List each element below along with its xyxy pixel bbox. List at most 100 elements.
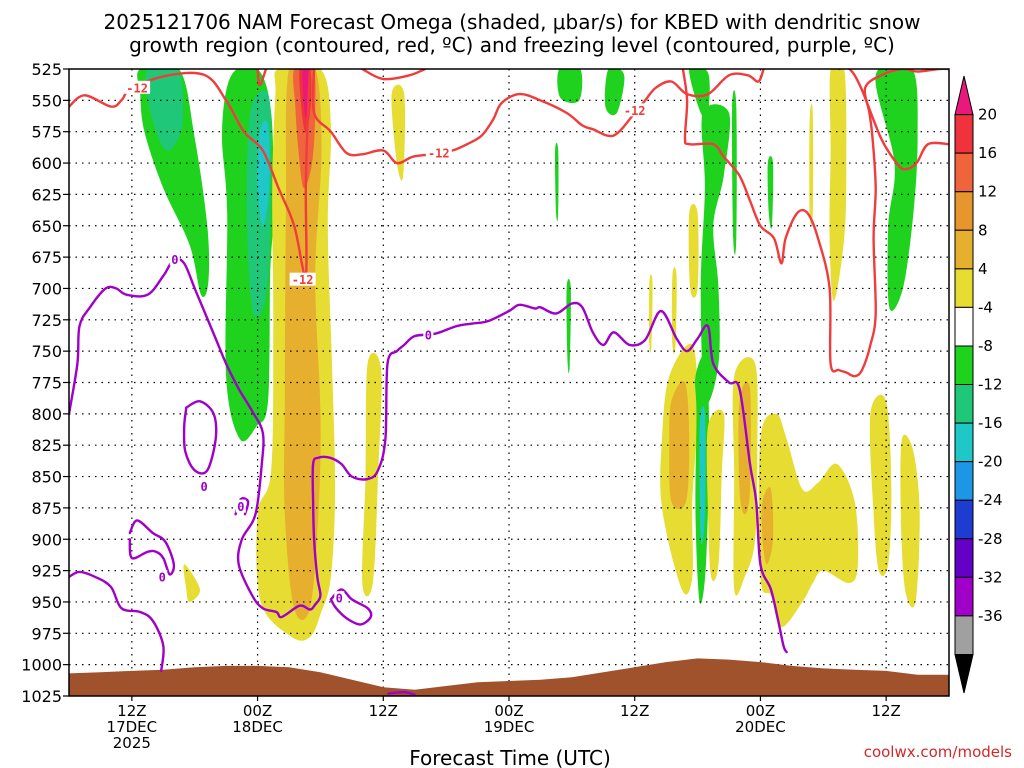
omega-region — [555, 142, 559, 222]
contour-label: -12 — [624, 104, 646, 118]
colorbar-bin — [954, 306, 974, 347]
omega-region — [900, 434, 920, 608]
omega-region — [875, 69, 918, 311]
y-tick-label: 1025 — [21, 687, 62, 706]
colorbar-label: -28 — [978, 530, 1003, 548]
colorbar-label: 20 — [978, 106, 997, 124]
contour-label: 0 — [159, 570, 166, 584]
dgz-contour — [69, 69, 312, 278]
x-tick-label: 18DEC — [232, 718, 283, 736]
omega-region — [761, 487, 774, 565]
omega-region — [689, 69, 710, 119]
dgz-contour — [837, 69, 949, 171]
colorbar-bin — [954, 653, 974, 694]
x-tick-label: 00Z — [494, 702, 523, 720]
contour-label-bg — [423, 327, 434, 341]
omega-region — [669, 380, 690, 510]
y-tick-label: 975 — [31, 624, 62, 643]
x-axis-label: Forecast Time (UTC) — [409, 746, 611, 768]
contour-label: 0 — [237, 500, 244, 514]
freezing-level-contour — [329, 588, 373, 626]
y-tick-label: 675 — [31, 248, 62, 267]
colorbar-bin — [954, 499, 974, 540]
y-tick-label: 725 — [31, 311, 62, 330]
omega-region — [183, 564, 201, 602]
y-tick-label: 900 — [31, 530, 62, 549]
contour-label: 0 — [201, 480, 208, 494]
colorbar-label: 4 — [978, 260, 988, 278]
y-tick-label: 575 — [31, 123, 62, 142]
y-tick-label: 1000 — [21, 656, 62, 675]
colorbar-label: 8 — [978, 221, 988, 239]
omega-region — [688, 203, 699, 298]
colorbar-label: 16 — [978, 144, 997, 162]
contour-label-layer: -12 -12 -12 -12 0 0 0 0 0 0 — [124, 80, 648, 606]
colorbar-label: -4 — [978, 298, 993, 316]
colorbar-bin — [954, 576, 974, 617]
freezing-level-contour — [69, 570, 165, 673]
y-tick-label: 925 — [31, 562, 62, 581]
colorbar-bin — [954, 538, 974, 578]
omega-region — [706, 409, 725, 582]
contour-label-bg — [157, 569, 168, 583]
x-tick-label: 12Z — [369, 702, 398, 720]
omega-region — [699, 405, 706, 545]
colorbar: 20 16 12 8 4 -4 -8 -12 -16 -20 -24 -28 -32 -36 — [954, 75, 1003, 694]
contour-label-bg — [235, 499, 246, 513]
x-tick-label: 12Z — [117, 702, 146, 720]
y-tick-label: 650 — [31, 217, 62, 236]
colorbar-bin — [954, 615, 974, 655]
contour-label-bg — [169, 252, 180, 266]
y-tick-label: 825 — [31, 436, 62, 455]
y-tick-label: 525 — [31, 60, 62, 79]
freezing-level-contour — [128, 519, 176, 576]
contour-label: -12 — [126, 81, 148, 95]
x-tick-label: 17DEC — [107, 718, 158, 736]
y-tick-label: 850 — [31, 468, 62, 487]
colorbar-label: 12 — [978, 183, 997, 201]
omega-region — [557, 69, 583, 104]
colorbar-label: -36 — [978, 607, 1003, 625]
colorbar-bin — [954, 229, 974, 270]
colorbar-bin — [954, 422, 974, 463]
y-tick-label: 950 — [31, 593, 62, 612]
colorbar-bin — [954, 152, 974, 193]
chart-title-line-2: growth region (contoured, red, ºC) and f… — [129, 33, 895, 57]
chart-title-line-1: 2025121706 NAM Forecast Omega (shaded, μ… — [104, 10, 921, 34]
colorbar-bin — [954, 114, 974, 154]
y-tick-label: 800 — [31, 405, 62, 424]
omega-region — [566, 279, 571, 374]
omega-region — [604, 69, 625, 116]
omega-region — [145, 69, 184, 151]
x-tick-label: 19DEC — [484, 718, 535, 736]
x-tick-label: 12Z — [620, 702, 649, 720]
ground-surface — [69, 658, 949, 696]
freezing-level-contour — [69, 257, 788, 654]
colorbar-bin — [954, 191, 974, 231]
contour-label: 0 — [336, 592, 343, 606]
colorbar-bin — [954, 461, 974, 501]
contour-label: 0 — [171, 253, 178, 267]
contour-layer — [69, 69, 949, 696]
omega-region — [758, 413, 859, 628]
colorbar-label: -24 — [978, 491, 1003, 509]
contour-label-bg — [621, 103, 648, 117]
omega-region — [738, 381, 751, 515]
freezing-level-contour — [387, 690, 416, 696]
contour-label: -12 — [428, 147, 450, 161]
contour-label-bg — [334, 591, 345, 605]
colorbar-bin — [954, 75, 974, 116]
y-axis: 525 550 575 600 625 650 675 700 725 750 775 800 825 8… — [21, 60, 69, 706]
colorbar-bin — [954, 268, 974, 308]
contour-label-bg — [289, 272, 316, 286]
omega-region — [809, 103, 814, 226]
omega-region — [829, 69, 847, 301]
ground-surface-layer — [69, 658, 949, 696]
y-tick-label: 750 — [31, 342, 62, 361]
x-tick-label: 00Z — [746, 702, 775, 720]
x-tick-label: 2025 — [113, 734, 151, 752]
contour-label-bg — [199, 479, 210, 493]
omega-region — [362, 352, 382, 597]
x-tick-label: 12Z — [871, 702, 900, 720]
